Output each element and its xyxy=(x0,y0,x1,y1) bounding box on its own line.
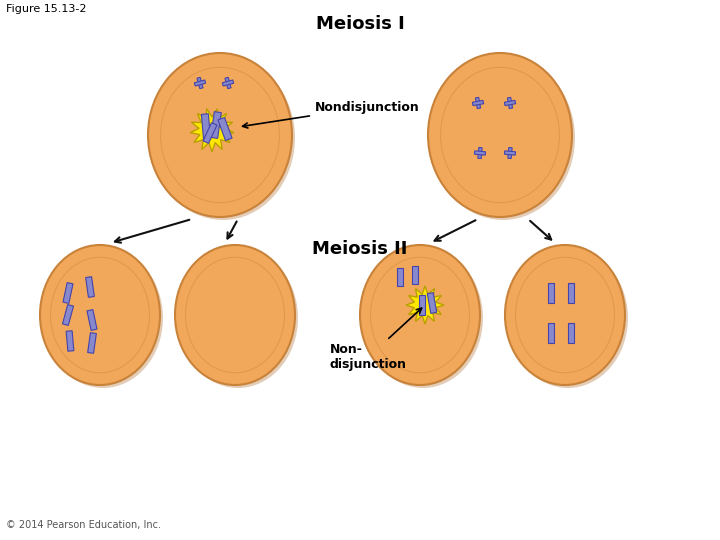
Polygon shape xyxy=(427,293,437,313)
Ellipse shape xyxy=(43,248,163,388)
Polygon shape xyxy=(194,80,206,86)
Ellipse shape xyxy=(360,245,480,385)
Ellipse shape xyxy=(508,248,628,388)
Polygon shape xyxy=(190,109,234,152)
Polygon shape xyxy=(568,283,574,303)
Polygon shape xyxy=(63,305,73,326)
Text: Meiosis I: Meiosis I xyxy=(315,15,405,33)
Polygon shape xyxy=(419,295,425,315)
Polygon shape xyxy=(203,123,217,143)
Polygon shape xyxy=(505,151,516,155)
Ellipse shape xyxy=(151,56,295,220)
Polygon shape xyxy=(412,266,418,284)
Text: Figure 15.13-2: Figure 15.13-2 xyxy=(6,4,86,14)
Polygon shape xyxy=(568,323,574,343)
Polygon shape xyxy=(222,80,234,86)
Ellipse shape xyxy=(40,245,160,385)
Polygon shape xyxy=(406,286,444,324)
Text: Non-
disjunction: Non- disjunction xyxy=(330,308,422,371)
Text: © 2014 Pearson Education, Inc.: © 2014 Pearson Education, Inc. xyxy=(6,520,161,530)
Polygon shape xyxy=(225,77,231,89)
Polygon shape xyxy=(478,147,482,159)
Polygon shape xyxy=(397,268,403,286)
Polygon shape xyxy=(508,97,513,109)
Ellipse shape xyxy=(148,53,292,217)
Ellipse shape xyxy=(175,245,295,385)
Polygon shape xyxy=(63,282,73,303)
Polygon shape xyxy=(86,276,94,298)
Ellipse shape xyxy=(363,248,483,388)
Ellipse shape xyxy=(505,245,625,385)
Polygon shape xyxy=(474,151,485,155)
Polygon shape xyxy=(197,77,203,89)
Text: Nondisjunction: Nondisjunction xyxy=(243,100,420,128)
Ellipse shape xyxy=(178,248,298,388)
Polygon shape xyxy=(505,100,516,106)
Polygon shape xyxy=(87,309,97,330)
Polygon shape xyxy=(508,147,512,159)
Polygon shape xyxy=(472,100,484,106)
Polygon shape xyxy=(88,333,96,353)
Polygon shape xyxy=(548,323,554,343)
Polygon shape xyxy=(475,97,480,109)
Polygon shape xyxy=(66,331,74,351)
Text: Meiosis II: Meiosis II xyxy=(312,240,408,258)
Polygon shape xyxy=(218,118,232,140)
Polygon shape xyxy=(548,283,554,303)
Polygon shape xyxy=(202,114,211,140)
Ellipse shape xyxy=(431,56,575,220)
Polygon shape xyxy=(211,112,221,138)
Ellipse shape xyxy=(428,53,572,217)
